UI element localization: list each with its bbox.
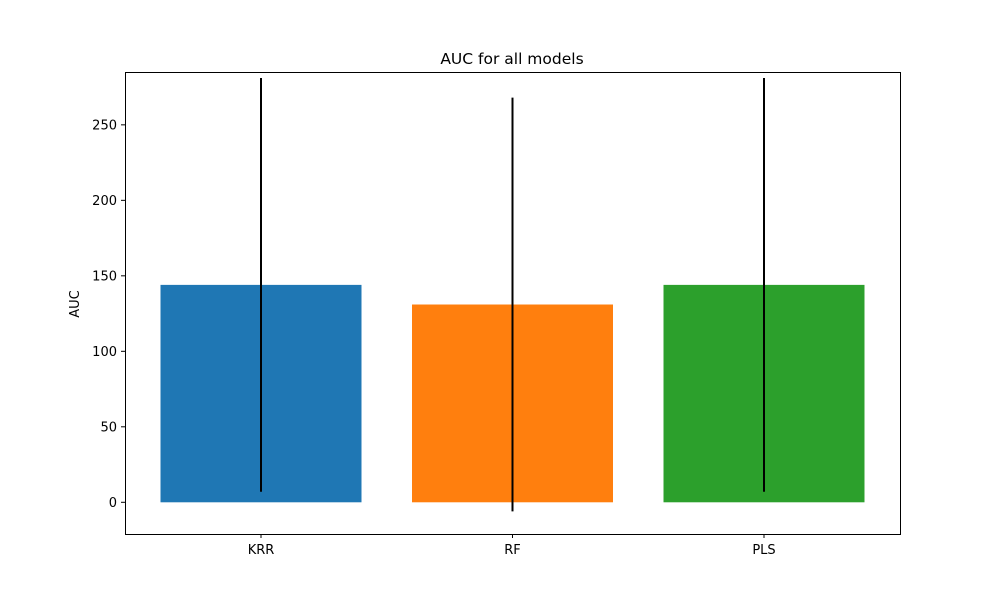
y-tick-label: 50 (100, 420, 117, 435)
y-tick-label: 200 (92, 194, 117, 209)
x-tick-label-krr: KRR (248, 543, 275, 558)
x-tick-label-rf: RF (504, 543, 521, 558)
y-tick-label: 100 (92, 345, 117, 360)
y-tick-label: 150 (92, 269, 117, 284)
plot-area: 0 50 100 150 200 250 KRR RF PLS (92, 78, 865, 558)
axes-frame (125, 72, 901, 535)
y-tick-label: 250 (92, 118, 117, 133)
chart-title: AUC for all models (440, 50, 583, 68)
y-tick-label: 0 (109, 496, 117, 511)
y-axis-label: AUC (68, 290, 83, 318)
x-tick-label-pls: PLS (752, 543, 775, 558)
